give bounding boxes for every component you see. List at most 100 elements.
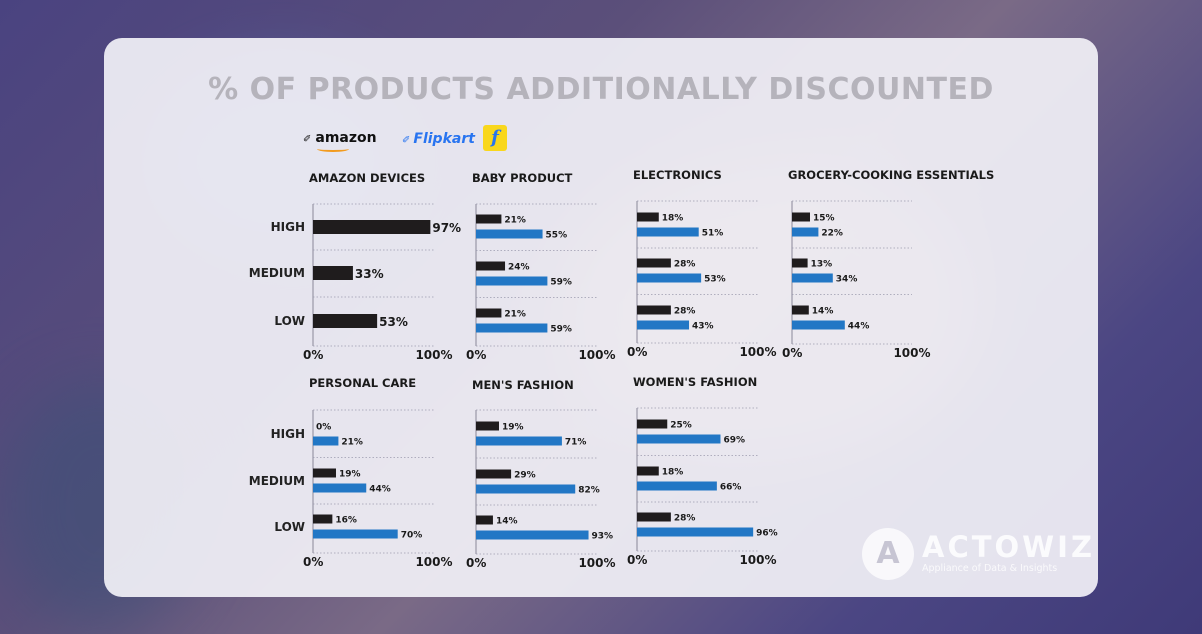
- data-label: 0%: [316, 423, 331, 433]
- bar: [476, 261, 506, 271]
- tick-label: 100%: [578, 556, 615, 570]
- bar: [792, 320, 845, 330]
- bar: [476, 515, 493, 525]
- data-label: 44%: [848, 322, 870, 332]
- panel-title: MEN'S FASHION: [472, 378, 574, 392]
- data-label: 28%: [674, 514, 696, 524]
- panel-title: GROCERY-COOKING ESSENTIALS: [788, 168, 994, 182]
- category-label: LOW: [274, 314, 305, 328]
- panel-title: ELECTRONICS: [633, 168, 722, 182]
- data-label: 96%: [756, 529, 778, 539]
- amazon-logo-text: amazon: [315, 130, 377, 146]
- data-label: 53%: [379, 315, 408, 329]
- chart-title: % OF PRODUCTS ADDITIONALLY DISCOUNTED: [208, 72, 994, 107]
- data-label: 15%: [813, 214, 835, 224]
- data-label: 34%: [836, 275, 858, 285]
- data-label: 14%: [496, 517, 518, 527]
- panel-title: PERSONAL CARE: [309, 376, 416, 390]
- data-label: 70%: [401, 531, 423, 541]
- amazon-smile-icon: [317, 146, 349, 152]
- bar: [637, 466, 659, 476]
- bar: [476, 323, 548, 333]
- bar: [637, 481, 717, 491]
- data-label: 93%: [592, 532, 614, 542]
- data-label: 53%: [704, 275, 726, 285]
- data-label: 28%: [674, 307, 696, 317]
- tick-label: 0%: [466, 556, 486, 570]
- data-label: 25%: [670, 421, 692, 431]
- panel-title: AMAZON DEVICES: [309, 171, 425, 185]
- actowiz-watermark: A ACTOWIZ Appliance of Data & Insights: [862, 528, 1092, 580]
- watermark-tagline: Appliance of Data & Insights: [922, 563, 1058, 574]
- data-label: 59%: [550, 325, 572, 335]
- tick-label: 0%: [303, 555, 323, 569]
- bar: [792, 258, 808, 268]
- panel-title: WOMEN'S FASHION: [633, 375, 757, 389]
- data-label: 24%: [508, 263, 530, 273]
- watermark-name: ACTOWIZ: [922, 530, 1095, 564]
- bar: [637, 512, 671, 522]
- data-label: 55%: [546, 231, 568, 241]
- data-label: 44%: [369, 485, 391, 495]
- category-label: MEDIUM: [249, 474, 305, 488]
- tick-label: 0%: [627, 553, 647, 567]
- bar: [792, 273, 833, 283]
- data-label: 16%: [335, 516, 357, 526]
- tick-label: 0%: [782, 346, 802, 360]
- bar: [476, 436, 562, 446]
- data-label: 18%: [662, 468, 684, 478]
- category-label: HIGH: [271, 427, 305, 441]
- bar: [313, 314, 378, 328]
- bar: [313, 468, 336, 478]
- bar: [476, 276, 548, 286]
- data-label: 28%: [674, 260, 696, 270]
- data-label: 43%: [692, 322, 714, 332]
- bar: [476, 530, 589, 540]
- bar: [313, 220, 431, 234]
- data-label: 71%: [565, 438, 587, 448]
- bar: [792, 305, 809, 315]
- actowiz-logo-icon: A: [862, 528, 914, 580]
- tick-label: 100%: [578, 348, 615, 362]
- data-label: 97%: [432, 221, 461, 235]
- bar: [476, 308, 502, 318]
- tick-label: 0%: [466, 348, 486, 362]
- tick-label: 100%: [739, 553, 776, 567]
- data-label: 19%: [502, 423, 524, 433]
- tick-label: 100%: [739, 345, 776, 359]
- flipkart-logo: ✐ Flipkart: [402, 131, 475, 147]
- bar: [476, 229, 543, 239]
- data-label: 14%: [812, 307, 834, 317]
- data-label: 18%: [662, 214, 684, 224]
- data-label: 21%: [341, 438, 363, 448]
- flipkart-logo-text: Flipkart: [413, 131, 475, 147]
- bar: [637, 258, 671, 268]
- bar: [637, 419, 668, 429]
- bar: [637, 212, 659, 222]
- bar: [476, 484, 576, 494]
- data-label: 29%: [514, 471, 536, 481]
- data-label: 69%: [723, 436, 745, 446]
- bar: [637, 434, 721, 444]
- bar: [476, 214, 502, 224]
- data-label: 59%: [550, 278, 572, 288]
- bar: [637, 527, 754, 537]
- bar: [637, 320, 690, 330]
- bar: [313, 436, 339, 446]
- flipkart-bag-icon: f: [483, 125, 507, 151]
- amazon-mark-icon: ✐: [303, 134, 312, 145]
- panel-title: BABY PRODUCT: [472, 171, 573, 185]
- tick-label: 0%: [303, 348, 323, 362]
- data-label: 82%: [578, 486, 600, 496]
- tick-label: 100%: [893, 346, 930, 360]
- data-label: 51%: [702, 229, 724, 239]
- data-label: 21%: [504, 216, 526, 226]
- tick-label: 100%: [415, 555, 452, 569]
- bar: [313, 483, 367, 493]
- data-label: 13%: [811, 260, 833, 270]
- category-label: HIGH: [271, 220, 305, 234]
- data-label: 19%: [339, 470, 361, 480]
- data-label: 21%: [504, 310, 526, 320]
- flipkart-mark-icon: ✐: [402, 135, 411, 146]
